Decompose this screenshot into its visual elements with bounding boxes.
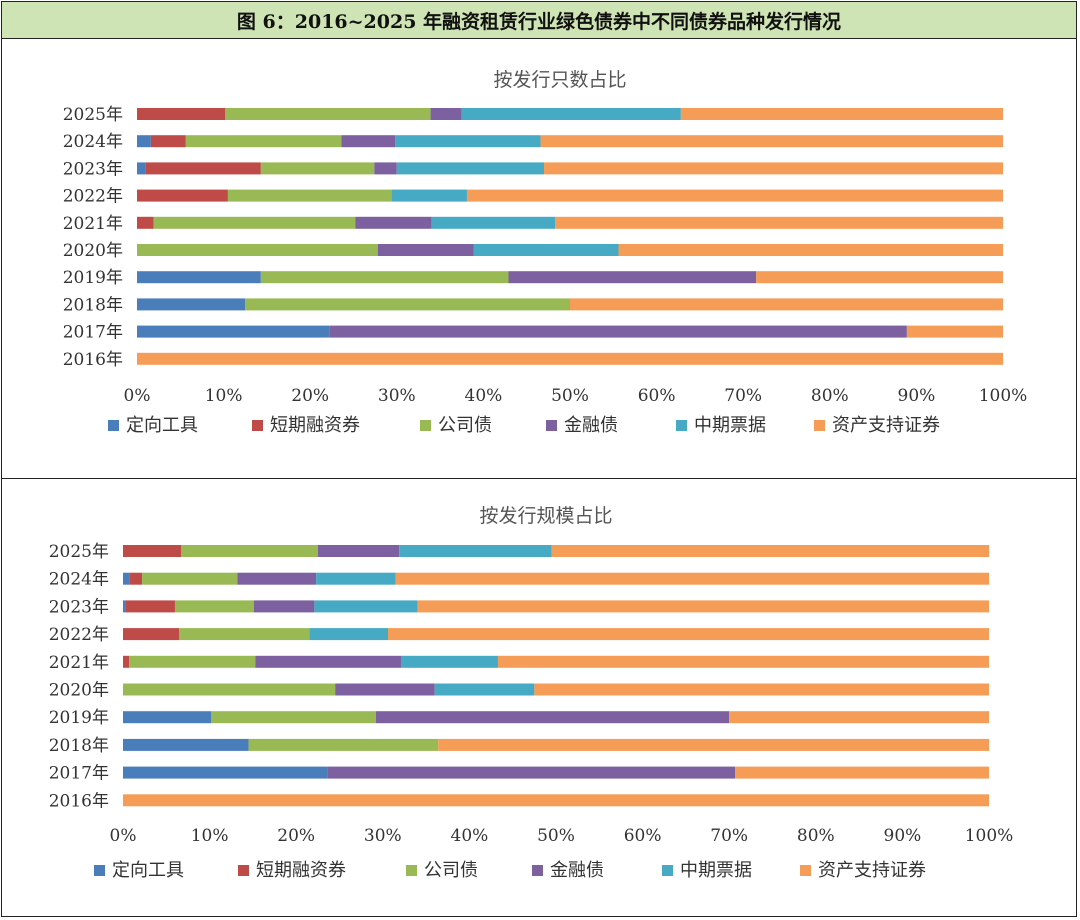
panel-divider bbox=[2, 478, 1076, 479]
figure-title: 图 6：2016~2025 年融资租赁行业绿色债券中不同债券品种发行情况 bbox=[2, 2, 1076, 39]
